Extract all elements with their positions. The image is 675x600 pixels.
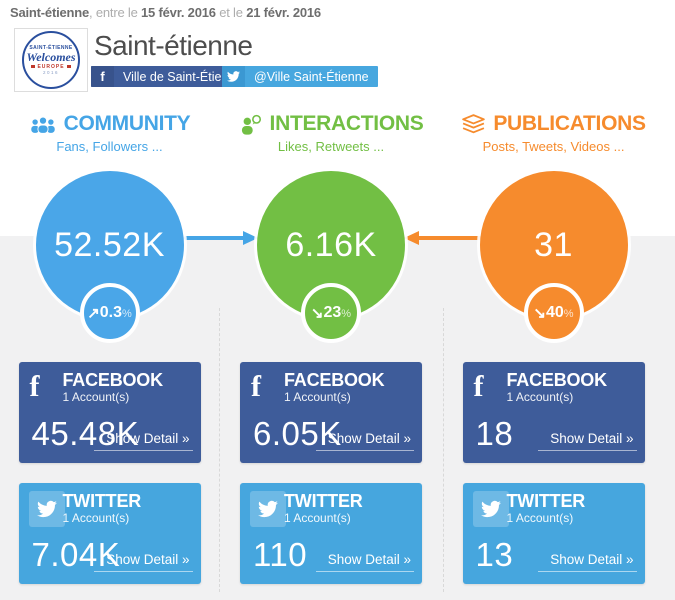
publications-trend-badge: ↘ 40% [523,283,584,343]
community-section-header: COMMUNITY Fans, Followers ... [0,112,219,154]
meta-and: et le [215,5,247,20]
publications-total-value: 31 [534,225,573,264]
card-accounts: 1 Account(s) [284,390,351,404]
trend-down-icon: ↘ [310,304,324,322]
publications-subtitle: Posts, Tweets, Videos ... [482,139,625,154]
twitter-bird-icon [250,491,286,527]
card-value: 6.05K [253,415,342,452]
city-logo: SAINT-ÉTIENNE Welcomes EUROPE 2016 [14,28,88,92]
meta-date-start: 15 févr. 2016 [141,5,216,20]
interactions-total-value: 6.16K [285,225,377,264]
card-network-name: TWITTER [284,491,363,511]
card-network-name: TWITTER [62,491,142,511]
card-network-name: TWITTER [506,491,586,511]
page-title: Saint-étienne [94,30,253,61]
logo-banner-bar-left [31,64,36,68]
community-subtitle: Fans, Followers ... [56,139,163,154]
stacked-layers-icon [461,113,486,135]
city-logo-badge: SAINT-ÉTIENNE Welcomes EUROPE 2016 [22,31,80,89]
card-value: 110 [253,536,308,573]
meta-city: Saint-étienne [10,5,90,20]
interactions-subtitle: Likes, Retweets ... [277,139,385,154]
twitter-bird-icon [472,491,509,527]
show-detail-link[interactable]: Show Detail » [538,552,637,572]
card-accounts: 1 Account(s) [506,390,574,404]
card-accounts: 1 Account(s) [506,511,574,525]
interactions-facebook-card: f FACEBOOK 1 Account(s) 6.05K Show Detai… [240,362,422,463]
logo-banner-text: EUROPE [31,64,71,70]
interactions-trend-unit: % [341,307,352,320]
community-title: COMMUNITY [63,112,191,135]
people-group-icon [29,115,57,134]
twitter-icon [222,66,245,87]
interactions-trend-badge: ↘ 23% [301,283,361,343]
show-detail-link[interactable]: Show Detail » [315,552,414,572]
twitter-account-label: @Ville Saint-Étienne [254,69,369,84]
logo-banner-bar-right [66,64,71,68]
community-to-interactions-arrow [184,231,258,245]
facebook-f-icon: f [251,370,261,403]
community-column: COMMUNITY Fans, Followers ... 52.52K ↗ 0.… [0,0,219,600]
publications-twitter-card: TWITTER 1 Account(s) 13 Show Detail » [462,483,645,584]
card-value: 45.48K [31,415,140,452]
card-value: 13 [475,536,514,573]
card-network-name: FACEBOOK [62,370,164,390]
interactions-column: INTERACTIONS Likes, Retweets ... 6.16K ↘… [219,0,443,600]
trend-down-icon: ↘ [533,304,546,322]
person-chat-icon [239,114,263,135]
interactions-trend-value: 23 [323,304,342,321]
report-meta: Saint-étienne, entre le 15 févr. 2016 et… [10,5,321,20]
community-twitter-card: TWITTER 1 Account(s) 7.04K Show Detail » [18,483,201,584]
interactions-twitter-card: TWITTER 1 Account(s) 110 Show Detail » [240,483,422,584]
community-trend-badge: ↗ 0.3% [79,283,140,343]
community-total-value: 52.52K [54,225,165,264]
community-trend-value: 0.3 [99,304,123,321]
facebook-f-icon: f [29,370,40,403]
trend-up-icon: ↗ [87,304,100,322]
interactions-section-header: INTERACTIONS Likes, Retweets ... [219,112,443,154]
card-value: 18 [475,415,514,452]
community-facebook-card: f FACEBOOK 1 Account(s) 45.48K Show Deta… [18,362,201,463]
publications-to-interactions-arrow [404,231,486,245]
twitter-bird-icon [28,491,65,527]
facebook-icon: f [91,66,114,87]
twitter-account-badge[interactable]: @Ville Saint-Étienne [222,66,378,87]
publications-section-header: PUBLICATIONS Posts, Tweets, Videos ... [443,112,664,154]
show-detail-link[interactable]: Show Detail » [538,431,637,451]
card-value: 7.04K [31,536,121,573]
publications-trend-unit: % [563,307,574,320]
publications-facebook-card: f FACEBOOK 1 Account(s) 18 Show Detail » [462,362,645,463]
meta-date-end: 21 févr. 2016 [246,5,321,20]
column-separator-2 [443,308,444,592]
facebook-account-label: Ville de Saint-Étienne [123,69,243,84]
card-accounts: 1 Account(s) [62,390,130,404]
facebook-f-icon: f [473,370,484,403]
card-network-name: FACEBOOK [284,370,385,390]
publications-trend-value: 40 [546,304,564,321]
logo-year: 2016 [42,69,59,75]
show-detail-link[interactable]: Show Detail » [94,431,193,451]
column-separator-1 [219,308,220,592]
logo-banner-label: EUROPE [37,63,65,70]
publications-column: PUBLICATIONS Posts, Tweets, Videos ... 3… [443,0,664,600]
show-detail-link[interactable]: Show Detail » [315,431,414,451]
interactions-title: INTERACTIONS [269,112,424,135]
card-network-name: FACEBOOK [506,370,608,390]
card-accounts: 1 Account(s) [284,511,351,525]
publications-title: PUBLICATIONS [493,112,646,135]
facebook-account-badge[interactable]: f Ville de Saint-Étienne [91,66,252,87]
logo-script-text: Welcomes [26,50,76,65]
meta-between: , entre le [89,5,142,20]
community-trend-unit: % [122,307,132,320]
show-detail-link[interactable]: Show Detail » [94,552,193,572]
card-accounts: 1 Account(s) [62,511,130,525]
logo-arc-text: SAINT-ÉTIENNE [29,45,73,52]
